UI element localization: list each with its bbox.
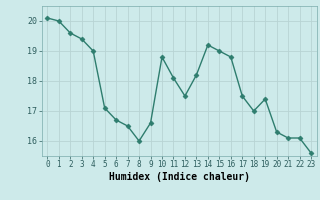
X-axis label: Humidex (Indice chaleur): Humidex (Indice chaleur) [109,172,250,182]
